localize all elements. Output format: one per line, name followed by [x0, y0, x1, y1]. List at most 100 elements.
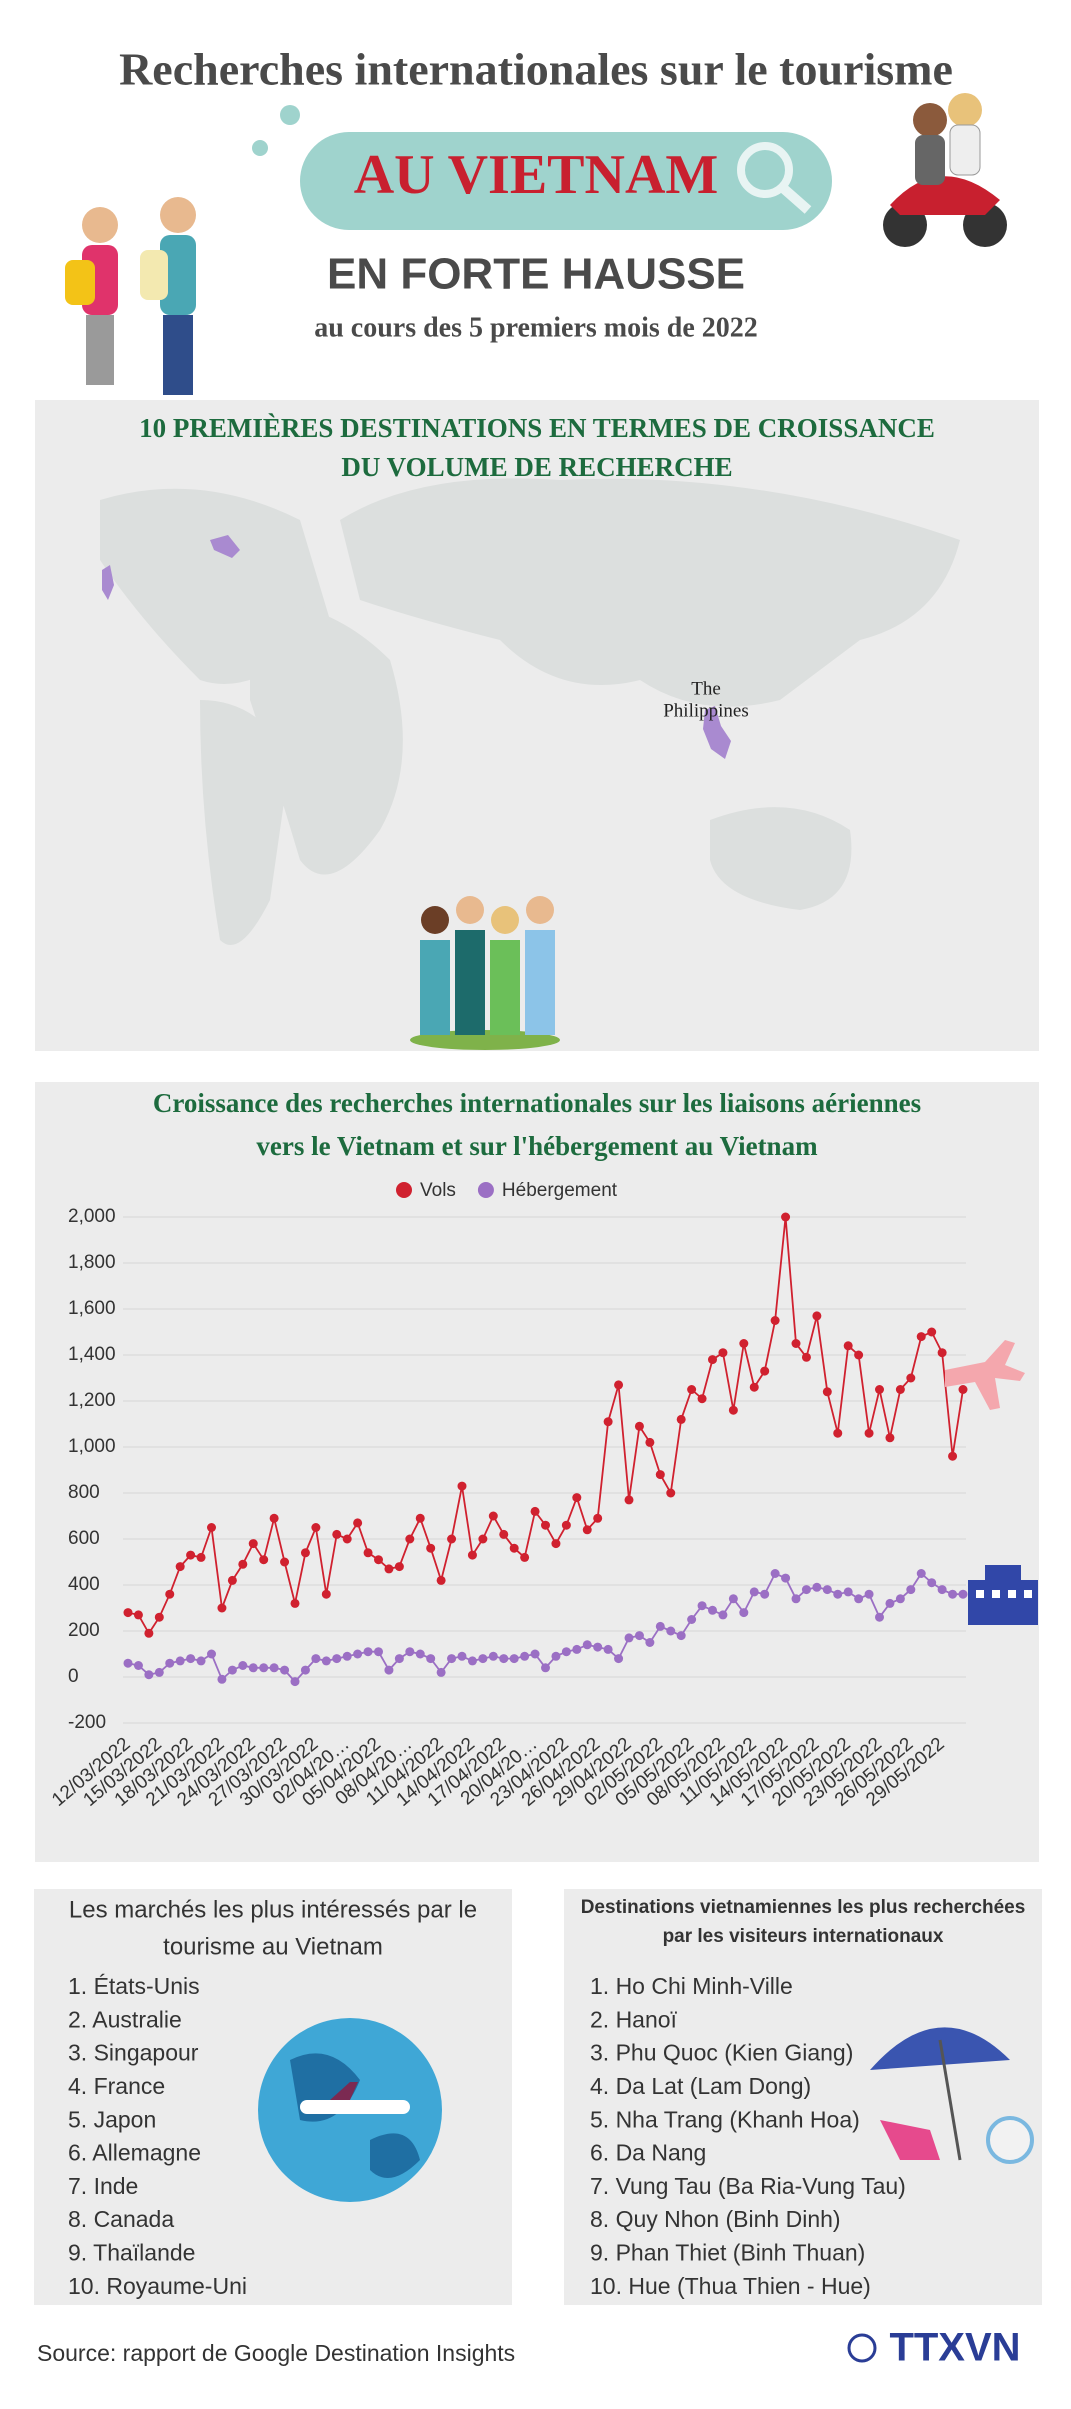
y-tick-label: 0 — [68, 1666, 79, 1687]
markets-title: Les marchés les plus intéressés par le — [69, 1896, 477, 1923]
point — [916, 1332, 926, 1342]
point — [342, 1534, 352, 1544]
point — [217, 1674, 227, 1684]
point — [123, 1608, 133, 1618]
y-tick-label: 1,600 — [68, 1298, 116, 1319]
point — [478, 1654, 488, 1664]
point — [916, 1569, 926, 1578]
tourists-illustration — [65, 197, 196, 395]
point — [520, 1552, 530, 1562]
point — [280, 1665, 290, 1675]
point — [426, 1654, 436, 1664]
point — [551, 1539, 561, 1549]
destination-item: 8. Quy Nhon (Binh Dinh) — [590, 2206, 841, 2232]
point — [770, 1316, 780, 1325]
y-tick-label: 1,800 — [68, 1252, 116, 1273]
point — [791, 1339, 801, 1348]
point — [415, 1513, 425, 1523]
market-item: 5. Japon — [68, 2106, 156, 2132]
point — [697, 1601, 707, 1611]
chart-title: vers le Vietnam et sur l'hébergement au … — [256, 1131, 818, 1161]
point — [499, 1654, 509, 1664]
copyright-icon — [847, 2333, 877, 2363]
point — [196, 1656, 206, 1666]
point — [384, 1665, 394, 1675]
point — [227, 1575, 237, 1585]
point — [749, 1382, 759, 1392]
destination-item: 7. Vung Tau (Ba Ria-Vung Tau) — [590, 2173, 906, 2199]
point — [593, 1513, 603, 1523]
point — [739, 1608, 749, 1618]
destination-item: 9. Phan Thiet (Binh Thuan) — [590, 2239, 865, 2265]
point — [227, 1665, 237, 1675]
point — [520, 1651, 530, 1661]
point — [895, 1385, 905, 1394]
point — [311, 1523, 321, 1532]
point — [290, 1598, 300, 1608]
point — [885, 1433, 895, 1443]
point — [196, 1552, 206, 1562]
point — [801, 1585, 811, 1595]
point — [666, 1488, 676, 1498]
market-item: 3. Singapour — [68, 2040, 199, 2066]
chart-panel — [35, 1082, 1039, 1862]
destinations-panel — [564, 1889, 1042, 2305]
point — [165, 1658, 175, 1668]
title: Recherches internationales sur le touris… — [119, 44, 953, 95]
point — [948, 1589, 958, 1599]
destination-item: 3. Phu Quoc (Kien Giang) — [590, 2040, 853, 2066]
point — [645, 1638, 655, 1647]
point — [561, 1647, 571, 1657]
y-tick-label: 1,400 — [68, 1344, 116, 1365]
point — [937, 1585, 947, 1595]
point — [447, 1654, 457, 1664]
point — [791, 1594, 801, 1604]
point — [687, 1615, 697, 1624]
point — [687, 1385, 697, 1394]
highlight-philippines — [703, 706, 731, 759]
legend-label: Vols — [420, 1180, 456, 1201]
point — [321, 1589, 331, 1599]
point — [447, 1534, 457, 1544]
point — [781, 1212, 791, 1222]
point — [572, 1493, 582, 1503]
point — [541, 1663, 550, 1673]
point — [259, 1663, 269, 1673]
point — [875, 1612, 884, 1622]
magnifier-icon — [737, 142, 793, 198]
highlight-pill — [300, 132, 832, 230]
point — [290, 1677, 300, 1687]
point — [363, 1647, 373, 1657]
point — [488, 1511, 498, 1521]
point — [457, 1481, 467, 1491]
point — [708, 1355, 717, 1365]
line-chart: -200 0 200 400 600 800 1,000 1,200 1,400 1,600 1,8… — [48, 1180, 968, 1811]
point — [864, 1428, 874, 1438]
y-tick-label: 1,200 — [68, 1390, 116, 1411]
point — [760, 1366, 770, 1376]
point — [854, 1350, 864, 1360]
point — [561, 1520, 571, 1530]
point — [749, 1587, 759, 1597]
point — [958, 1385, 968, 1394]
point — [666, 1626, 676, 1636]
point — [812, 1582, 822, 1592]
map-title: 10 PREMIÈRES DESTINATIONS EN TERMES DE C… — [139, 413, 935, 443]
logo: TTXVN — [889, 2326, 1020, 2370]
point — [530, 1506, 540, 1516]
world-map — [100, 478, 960, 945]
market-item: 9. Thaïlande — [68, 2239, 195, 2265]
point — [238, 1661, 248, 1670]
magnifier-handle — [779, 184, 812, 214]
point — [207, 1649, 216, 1659]
point — [927, 1327, 937, 1337]
point — [248, 1539, 258, 1549]
point — [822, 1585, 832, 1595]
point — [499, 1529, 509, 1539]
point — [133, 1661, 143, 1670]
point — [280, 1557, 290, 1567]
point — [154, 1612, 164, 1622]
destinations-title: par les visiteurs internationaux — [663, 1926, 944, 1947]
point — [175, 1656, 185, 1666]
point — [467, 1656, 477, 1666]
